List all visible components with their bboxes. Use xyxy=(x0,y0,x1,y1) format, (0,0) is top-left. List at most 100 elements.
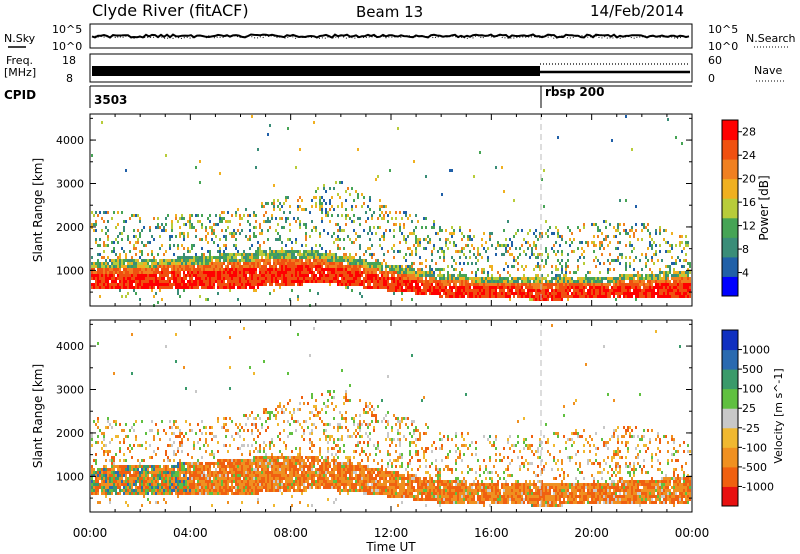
echo-cell xyxy=(575,292,577,295)
echo-cell xyxy=(245,489,247,492)
echo-cell xyxy=(261,250,263,253)
echo-cell xyxy=(173,423,175,426)
echo-cell xyxy=(321,208,323,211)
echo-cell xyxy=(127,468,129,471)
echo-cell xyxy=(93,262,95,265)
echo-cell xyxy=(311,229,313,232)
echo-cell xyxy=(215,435,217,438)
echo-cell xyxy=(523,280,525,283)
echo-cell xyxy=(599,229,601,232)
echo-cell xyxy=(657,295,659,298)
echo-cell xyxy=(275,262,277,265)
echo-cell xyxy=(143,480,145,483)
echo-cell xyxy=(367,265,369,268)
echo-cell xyxy=(335,253,337,256)
echo-cell xyxy=(505,295,507,298)
echo-cell xyxy=(619,286,621,289)
echo-cell xyxy=(245,459,247,462)
echo-cell xyxy=(189,259,191,262)
echo-cell xyxy=(405,253,407,256)
echo-cell xyxy=(437,268,439,271)
echo-cell xyxy=(133,268,135,271)
echo-cell xyxy=(341,265,343,268)
echo-cell xyxy=(345,277,347,280)
echo-cell xyxy=(219,459,221,462)
echo-cell xyxy=(129,274,131,277)
echo-cell xyxy=(147,471,149,474)
echo-cell xyxy=(163,429,165,432)
echo-cell xyxy=(463,286,465,289)
echo-cell xyxy=(261,232,263,235)
echo-cell xyxy=(169,420,171,423)
echo-cell xyxy=(281,247,283,250)
echo-cell xyxy=(201,262,203,265)
echo-cell xyxy=(517,229,519,232)
echo-cell xyxy=(201,265,203,268)
echo-cell xyxy=(153,450,155,453)
echo-cell xyxy=(195,283,197,286)
echo-cell xyxy=(361,205,363,208)
echo-cell xyxy=(279,256,281,259)
echo-cell xyxy=(143,471,145,474)
echo-cell xyxy=(415,274,417,277)
echo-cell xyxy=(601,280,603,283)
echo-cell xyxy=(551,232,553,235)
echo-cell xyxy=(289,283,291,286)
echo-cell xyxy=(545,298,547,301)
echo-cell xyxy=(155,277,157,280)
echo-cell xyxy=(187,271,189,274)
echo-cell xyxy=(541,259,543,262)
echo-cell xyxy=(261,205,263,208)
echo-cell xyxy=(159,477,161,480)
echo-cell xyxy=(169,262,171,265)
echo-cell xyxy=(543,292,545,295)
echo-cell xyxy=(297,283,299,286)
echo-cell xyxy=(593,289,595,292)
echo-cell xyxy=(405,274,407,277)
echo-cell xyxy=(263,271,265,274)
echo-cell xyxy=(125,271,127,274)
echo-cell xyxy=(203,444,205,447)
echo-cell xyxy=(299,226,301,229)
echo-cell xyxy=(131,274,133,277)
echo-cell xyxy=(155,492,157,495)
echo-cell xyxy=(119,489,121,492)
echo-cell xyxy=(675,274,677,277)
echo-cell xyxy=(467,292,469,295)
echo-cell xyxy=(91,480,93,483)
echo-cell xyxy=(219,262,221,265)
echo-cell xyxy=(155,268,157,271)
echo-cell xyxy=(541,178,543,181)
echo-cell xyxy=(315,244,317,247)
echo-cell xyxy=(127,235,129,238)
echo-cell xyxy=(399,268,401,271)
echo-cell xyxy=(589,271,591,274)
echo-cell xyxy=(419,277,421,280)
echo-cell xyxy=(687,241,689,244)
echo-cell xyxy=(661,289,663,292)
echo-cell xyxy=(307,250,309,253)
echo-cell xyxy=(653,295,655,298)
echo-cell xyxy=(193,492,195,495)
echo-cell xyxy=(217,268,219,271)
echo-cell xyxy=(353,199,355,202)
echo-cell xyxy=(633,259,635,262)
echo-cell xyxy=(473,175,475,178)
echo-cell xyxy=(169,283,171,286)
echo-cell xyxy=(613,226,615,229)
echo-cell xyxy=(469,238,471,241)
echo-cell xyxy=(125,220,127,223)
echo-cell xyxy=(513,295,515,298)
echo-cell xyxy=(171,283,173,286)
echo-cell xyxy=(115,423,117,426)
echo-cell xyxy=(421,268,423,271)
echo-cell xyxy=(271,256,273,259)
echo-cell xyxy=(299,283,301,286)
echo-cell xyxy=(293,268,295,271)
echo-cell xyxy=(643,292,645,295)
echo-cell xyxy=(213,486,215,489)
echo-cell xyxy=(173,283,175,286)
echo-cell xyxy=(341,181,343,184)
echo-cell xyxy=(433,220,435,223)
echo-cell xyxy=(201,456,203,459)
